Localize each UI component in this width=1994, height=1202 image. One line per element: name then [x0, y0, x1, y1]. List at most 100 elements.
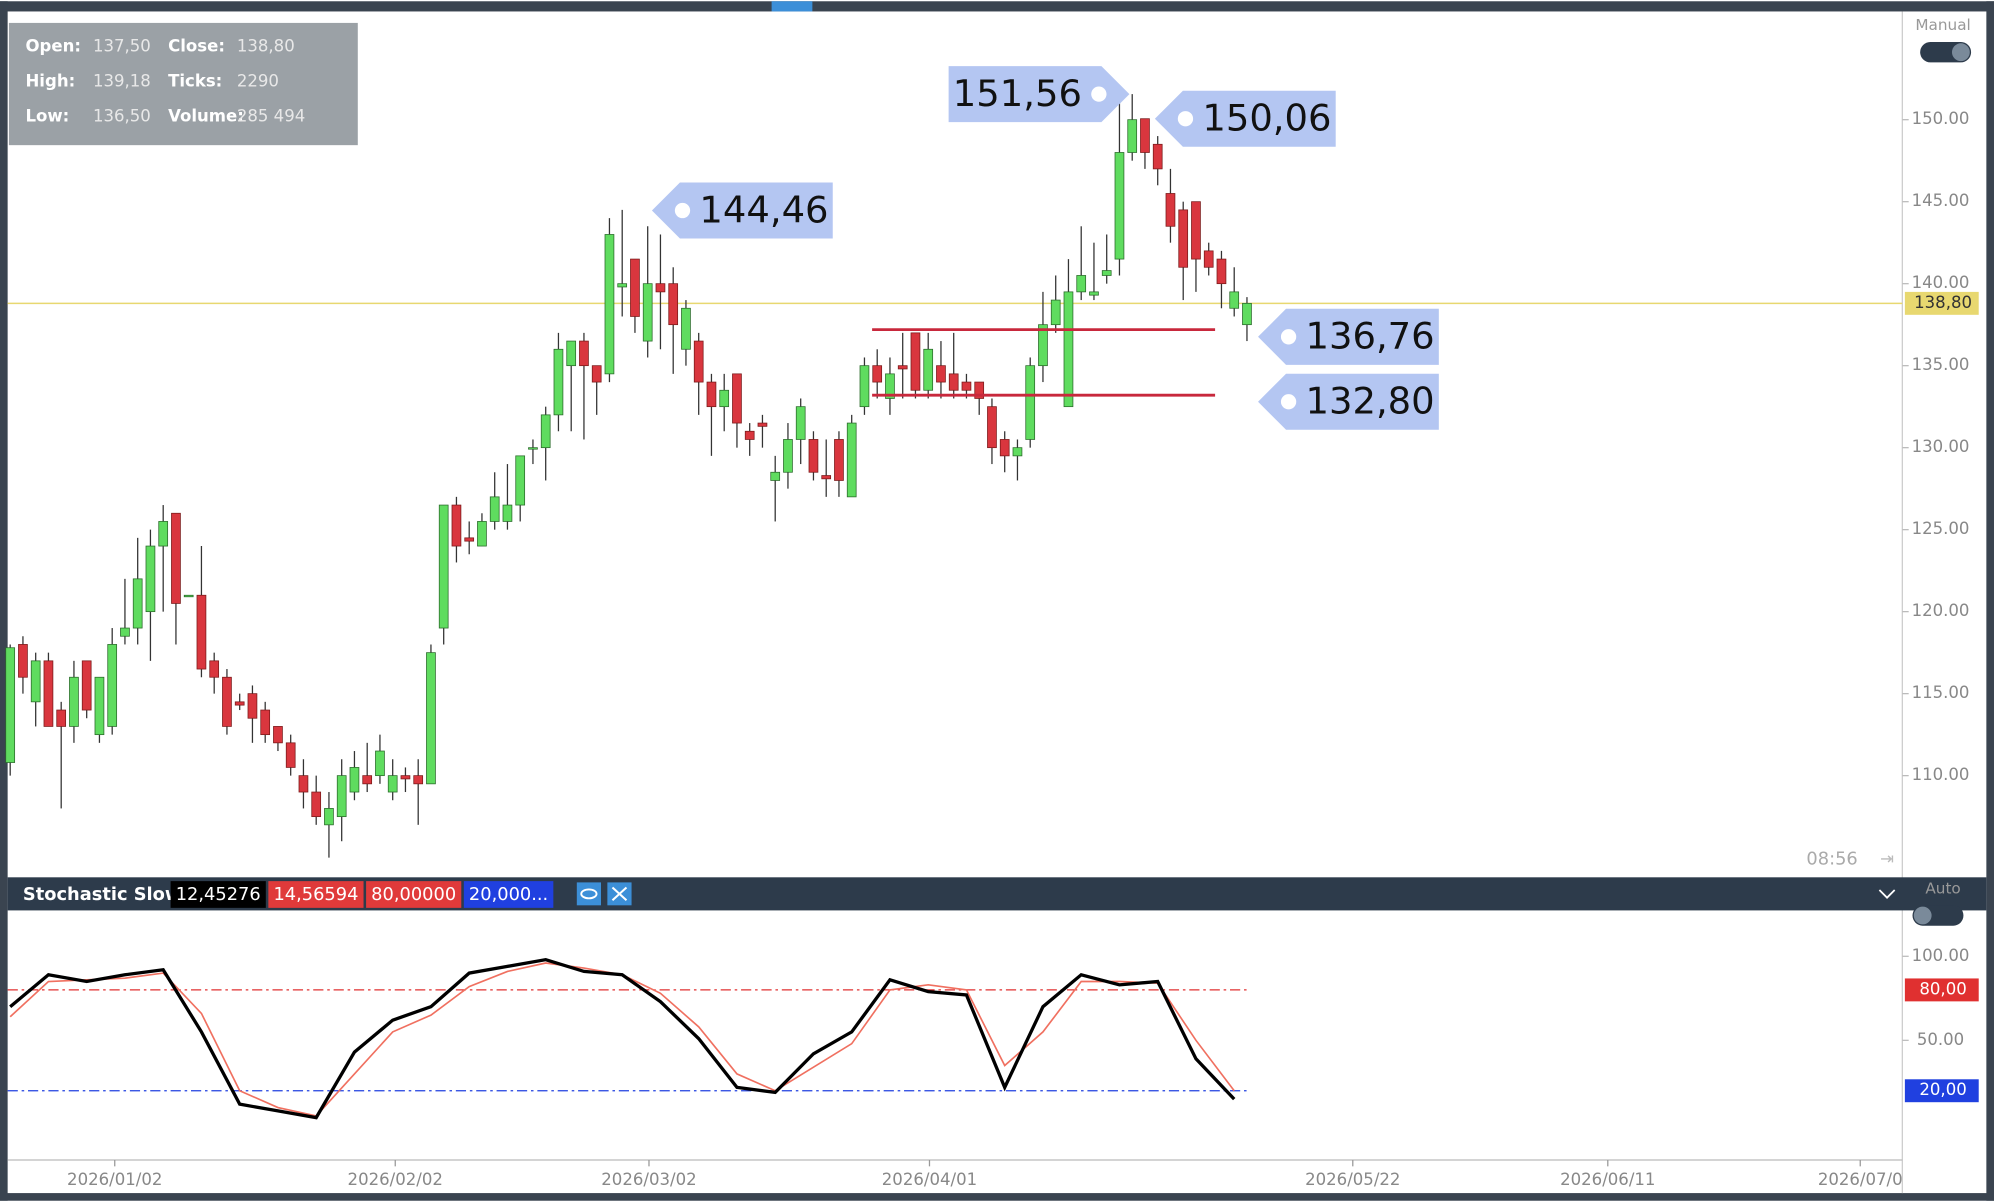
candle-body	[426, 652, 436, 785]
y-tick-label: 100.00	[1912, 946, 1970, 965]
price-callout	[1258, 373, 1439, 430]
visibility-button[interactable]	[576, 882, 602, 906]
candle-body	[732, 373, 742, 424]
candle-body	[1101, 270, 1112, 276]
candle-body	[336, 775, 347, 818]
candle-body	[579, 340, 589, 367]
value-badge	[170, 881, 266, 908]
info-key: Volume:	[168, 107, 244, 126]
indicator-value: 12,45276	[176, 884, 261, 905]
info-value: 285 494	[237, 107, 305, 126]
candle-body	[795, 406, 806, 440]
candle-body	[540, 414, 551, 449]
candle-body	[528, 447, 538, 450]
last-price-label: 138,80	[1914, 293, 1972, 312]
candle-body	[655, 283, 666, 293]
candle-body	[298, 775, 309, 793]
candle-body	[936, 365, 946, 383]
candle-body	[387, 775, 398, 793]
clock: 08:56	[1806, 848, 1857, 869]
candle-body	[706, 381, 717, 408]
candle-body	[158, 521, 169, 547]
candle-body	[681, 307, 691, 350]
scroll-icon[interactable]: ⇥	[1880, 849, 1894, 868]
candle-body	[1216, 258, 1227, 285]
y-tick-label: 50.00	[1917, 1030, 1964, 1049]
candle-body	[668, 283, 679, 326]
callout-label: 150,06	[1202, 96, 1331, 139]
info-box	[8, 22, 358, 146]
candle-body	[209, 660, 220, 678]
value-badge	[366, 881, 462, 908]
candle-body	[43, 660, 54, 727]
level-label: 20,00	[1919, 1080, 1966, 1099]
price-callout	[1154, 90, 1336, 147]
mode-label: Auto	[1925, 879, 1960, 897]
candle-body	[94, 676, 105, 736]
y-tick-label: 140.00	[1912, 273, 1970, 292]
top-bar	[0, 1, 1994, 12]
eye-icon	[580, 888, 598, 900]
candle-body	[30, 660, 41, 703]
stochastic-line	[9, 957, 1236, 1120]
callout-label: 132,80	[1306, 380, 1435, 423]
left-border	[0, 1, 8, 1201]
info-key: Low:	[25, 107, 69, 126]
candle-body	[69, 676, 79, 727]
callout-dot	[1177, 111, 1194, 127]
tab-indicator[interactable]	[771, 1, 813, 12]
candle-body	[56, 709, 67, 727]
callout-dot	[1091, 86, 1107, 102]
candle-body	[349, 767, 360, 793]
candle-body	[1178, 209, 1189, 268]
y-tick-label: 145.00	[1912, 191, 1970, 210]
callout-label: 144,46	[699, 188, 828, 231]
collapse-icon[interactable]	[1878, 889, 1896, 899]
candle-body	[553, 348, 564, 416]
x-tick-label: 2026/02/02	[348, 1170, 443, 1189]
candle-body	[1025, 365, 1036, 440]
candle-body	[132, 578, 143, 629]
candle-body	[183, 594, 194, 598]
indicator-value: 20,000...	[469, 884, 548, 905]
candle-body	[693, 340, 704, 383]
candle-body	[324, 808, 334, 826]
x-tick-label: 2026/07/0	[1818, 1170, 1903, 1189]
indicator-value: 14,56594	[273, 884, 358, 905]
callout-label: 136,76	[1306, 315, 1435, 358]
x-tick-label: 2026/04/01	[882, 1170, 977, 1189]
candle-body	[273, 726, 283, 744]
info-key: Open:	[25, 37, 81, 56]
value-badge	[268, 881, 364, 908]
info-value: 137,50	[93, 37, 151, 56]
callout-label: 151,56	[953, 72, 1082, 115]
price-callout	[1258, 308, 1439, 365]
candle-body	[604, 234, 615, 375]
candle-body	[974, 381, 985, 399]
candle-body	[1076, 275, 1087, 293]
candle-body	[260, 709, 271, 736]
callout-dot	[674, 202, 691, 219]
level-tag	[1904, 1079, 1979, 1103]
candle-body	[1089, 291, 1099, 296]
callout-dot	[1280, 394, 1297, 410]
x-tick-label: 2026/05/22	[1305, 1170, 1400, 1189]
candle-body	[885, 373, 895, 399]
candle-body	[107, 644, 118, 727]
info-value: 2290	[237, 72, 279, 91]
right-border	[1986, 1, 1994, 1201]
y-tick-label: 150.00	[1912, 109, 1970, 128]
candle-body	[897, 365, 908, 370]
info-key: Ticks:	[168, 72, 222, 91]
candle-body	[642, 283, 653, 342]
y-tick-label: 110.00	[1912, 765, 1970, 784]
toggle-knob	[1951, 43, 1970, 62]
price-callout	[948, 66, 1130, 123]
candle-body	[719, 389, 730, 408]
price-callout	[651, 182, 833, 239]
candle-body	[222, 676, 232, 727]
candle-body	[1229, 291, 1240, 309]
candle-body	[311, 791, 322, 818]
candle-body	[413, 775, 424, 785]
